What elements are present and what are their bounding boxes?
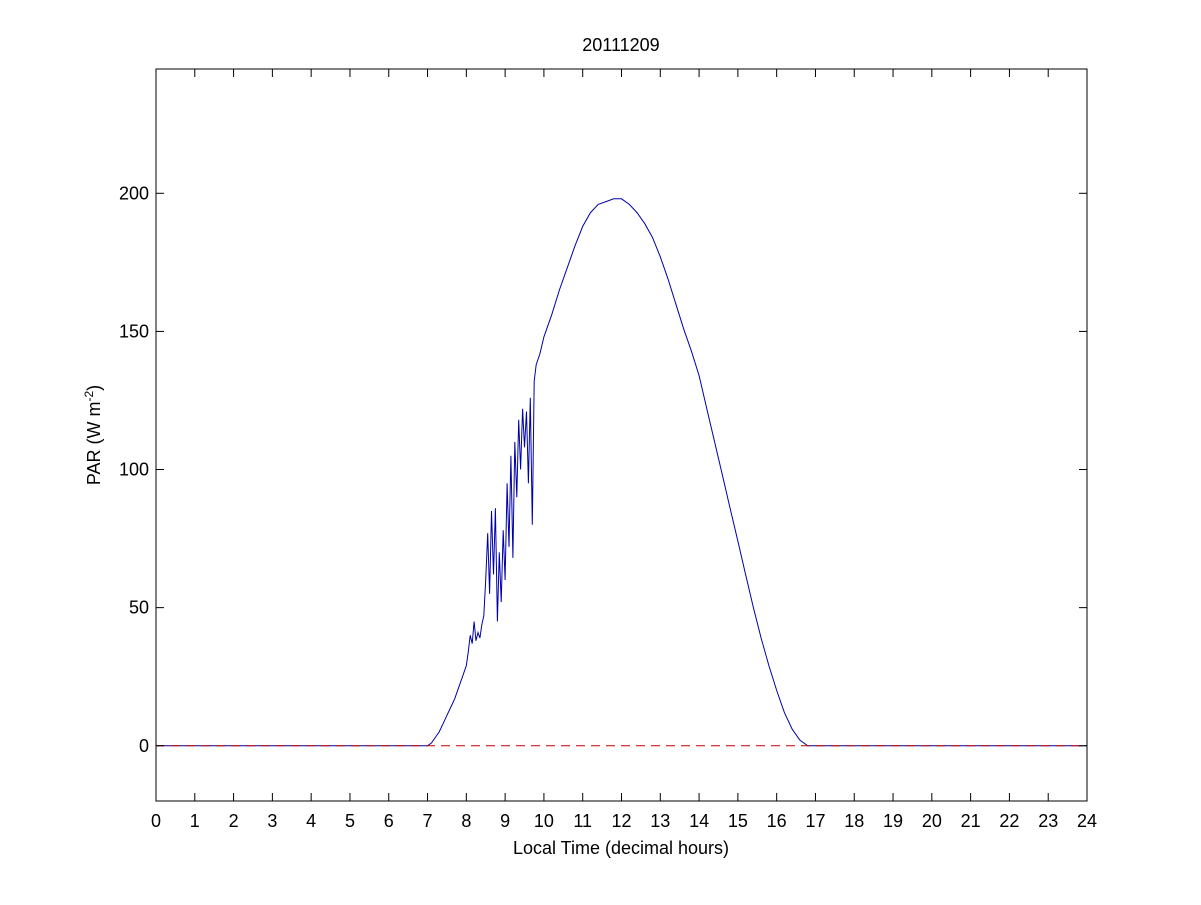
y-axis-label-end: ) bbox=[84, 385, 104, 391]
x-tick-label: 2 bbox=[229, 811, 239, 831]
y-axis-label-superscript: -2 bbox=[82, 391, 96, 402]
x-tick-label: 7 bbox=[423, 811, 433, 831]
y-tick-label: 100 bbox=[119, 460, 149, 480]
x-tick-label: 9 bbox=[500, 811, 510, 831]
x-axis-label: Local Time (decimal hours) bbox=[513, 838, 729, 858]
plot-frame bbox=[155, 68, 1088, 802]
x-tick-label: 21 bbox=[961, 811, 981, 831]
x-tick-label: 0 bbox=[151, 811, 161, 831]
x-tick-label: 5 bbox=[345, 811, 355, 831]
x-tick-label: 16 bbox=[767, 811, 787, 831]
x-tick-label: 23 bbox=[1038, 811, 1058, 831]
chart-title: 20111209 bbox=[582, 35, 659, 55]
y-tick-label: 50 bbox=[129, 598, 149, 618]
x-tick-label: 19 bbox=[883, 811, 903, 831]
x-tick-label: 14 bbox=[689, 811, 709, 831]
y-tick-label: 200 bbox=[119, 183, 149, 203]
plot-background bbox=[156, 69, 1087, 801]
series-layer bbox=[156, 198, 1087, 747]
x-tick-label: 22 bbox=[999, 811, 1019, 831]
x-tick-label: 10 bbox=[534, 811, 554, 831]
x-tick-label: 24 bbox=[1077, 811, 1097, 831]
x-tick-label: 15 bbox=[728, 811, 748, 831]
x-tick-label: 11 bbox=[573, 811, 592, 831]
x-tick-label: 18 bbox=[844, 811, 864, 831]
x-tick-label: 17 bbox=[805, 811, 825, 831]
x-tick-label: 20 bbox=[922, 811, 942, 831]
y-tick-label: 0 bbox=[139, 736, 149, 756]
x-tick-label: 8 bbox=[461, 811, 471, 831]
series-line-0 bbox=[156, 198, 1087, 747]
y-axis-label-main: PAR (W m bbox=[84, 402, 104, 486]
y-axis-label: PAR (W m-2) bbox=[82, 385, 104, 485]
x-tick-label: 1 bbox=[190, 811, 200, 831]
x-tick-label: 12 bbox=[611, 811, 631, 831]
x-tick-label: 3 bbox=[267, 811, 277, 831]
y-tick-label: 150 bbox=[119, 321, 149, 341]
x-tick-label: 13 bbox=[650, 811, 670, 831]
ticks-layer: 0 1 2 3 4 5 6 7 8 9 10 11 12 13 14 15 16 17 18 19 20 21 22 23 24… bbox=[119, 69, 1097, 831]
x-tick-label: 6 bbox=[384, 811, 394, 831]
x-tick-label: 4 bbox=[306, 811, 316, 831]
